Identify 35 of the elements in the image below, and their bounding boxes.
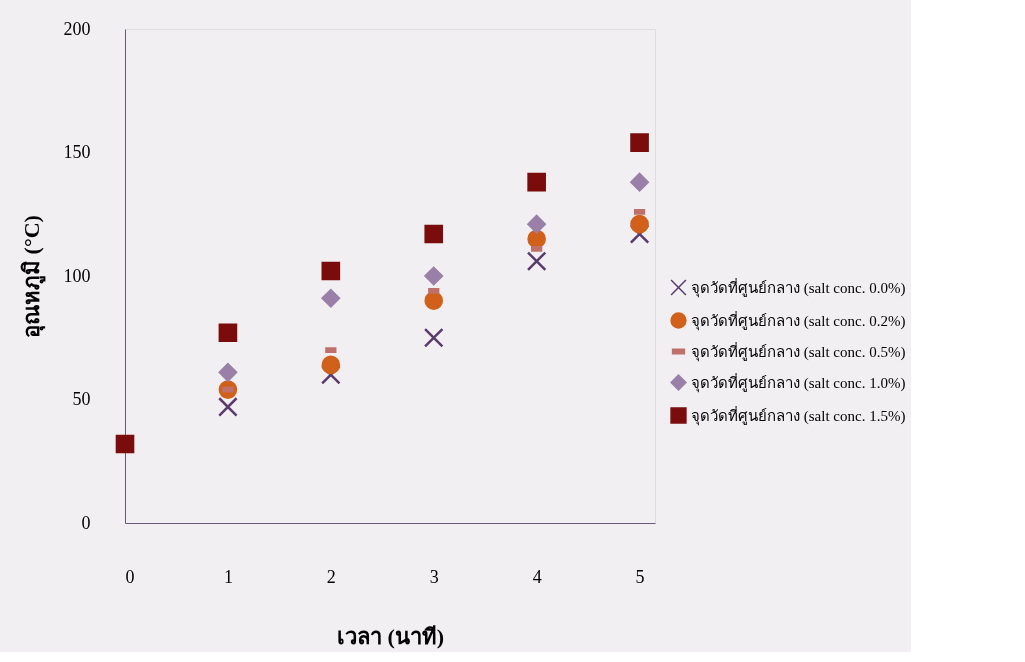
point [526, 251, 547, 272]
point [115, 434, 135, 454]
y-tick-label: 150 [63, 142, 91, 162]
point [423, 327, 444, 348]
y-tick-label: 100 [63, 265, 91, 286]
point [321, 288, 341, 308]
point [424, 291, 444, 310]
point [218, 397, 238, 417]
legend-label: จุดวัดที่ศูนย์กลาง (salt conc. 0.2%) [691, 309, 906, 331]
point [527, 172, 546, 192]
legend-label: จุดวัดที่ศูนย์กลาง (salt conc. 1.0%) [691, 371, 906, 393]
x-tick-label: 1 [223, 566, 233, 587]
point [630, 172, 649, 192]
legend-label: จุดวัดที่ศูนย์กลาง (salt conc. 0.5%) [691, 340, 906, 362]
legend-label: จุดวัดที่ศูนย์กลาง (salt conc. 0.0%) [691, 276, 906, 298]
point [527, 214, 546, 234]
point [630, 133, 649, 152]
point [321, 355, 341, 375]
point [321, 261, 341, 281]
x-tick-label: 3 [429, 566, 439, 587]
y-axis-title: อุณหภูมิ (°C) [18, 215, 46, 338]
point [218, 363, 238, 382]
x-tick-label: 4 [532, 566, 542, 587]
y-tick-label: 50 [72, 389, 91, 409]
x-axis-title: เวลา (นาที) [336, 623, 445, 649]
y-tick-label: 200 [63, 18, 91, 39]
point [424, 266, 444, 286]
x-tick-label: 2 [326, 566, 336, 587]
x-tick-label: 0 [125, 566, 135, 587]
point [424, 224, 444, 244]
point [218, 323, 238, 343]
x-tick-label: 5 [635, 566, 645, 587]
legend-label: จุดวัดที่ศูนย์กลาง (salt conc. 1.5%) [691, 404, 906, 426]
point [630, 214, 649, 234]
y-tick-label: 0 [81, 512, 91, 533]
